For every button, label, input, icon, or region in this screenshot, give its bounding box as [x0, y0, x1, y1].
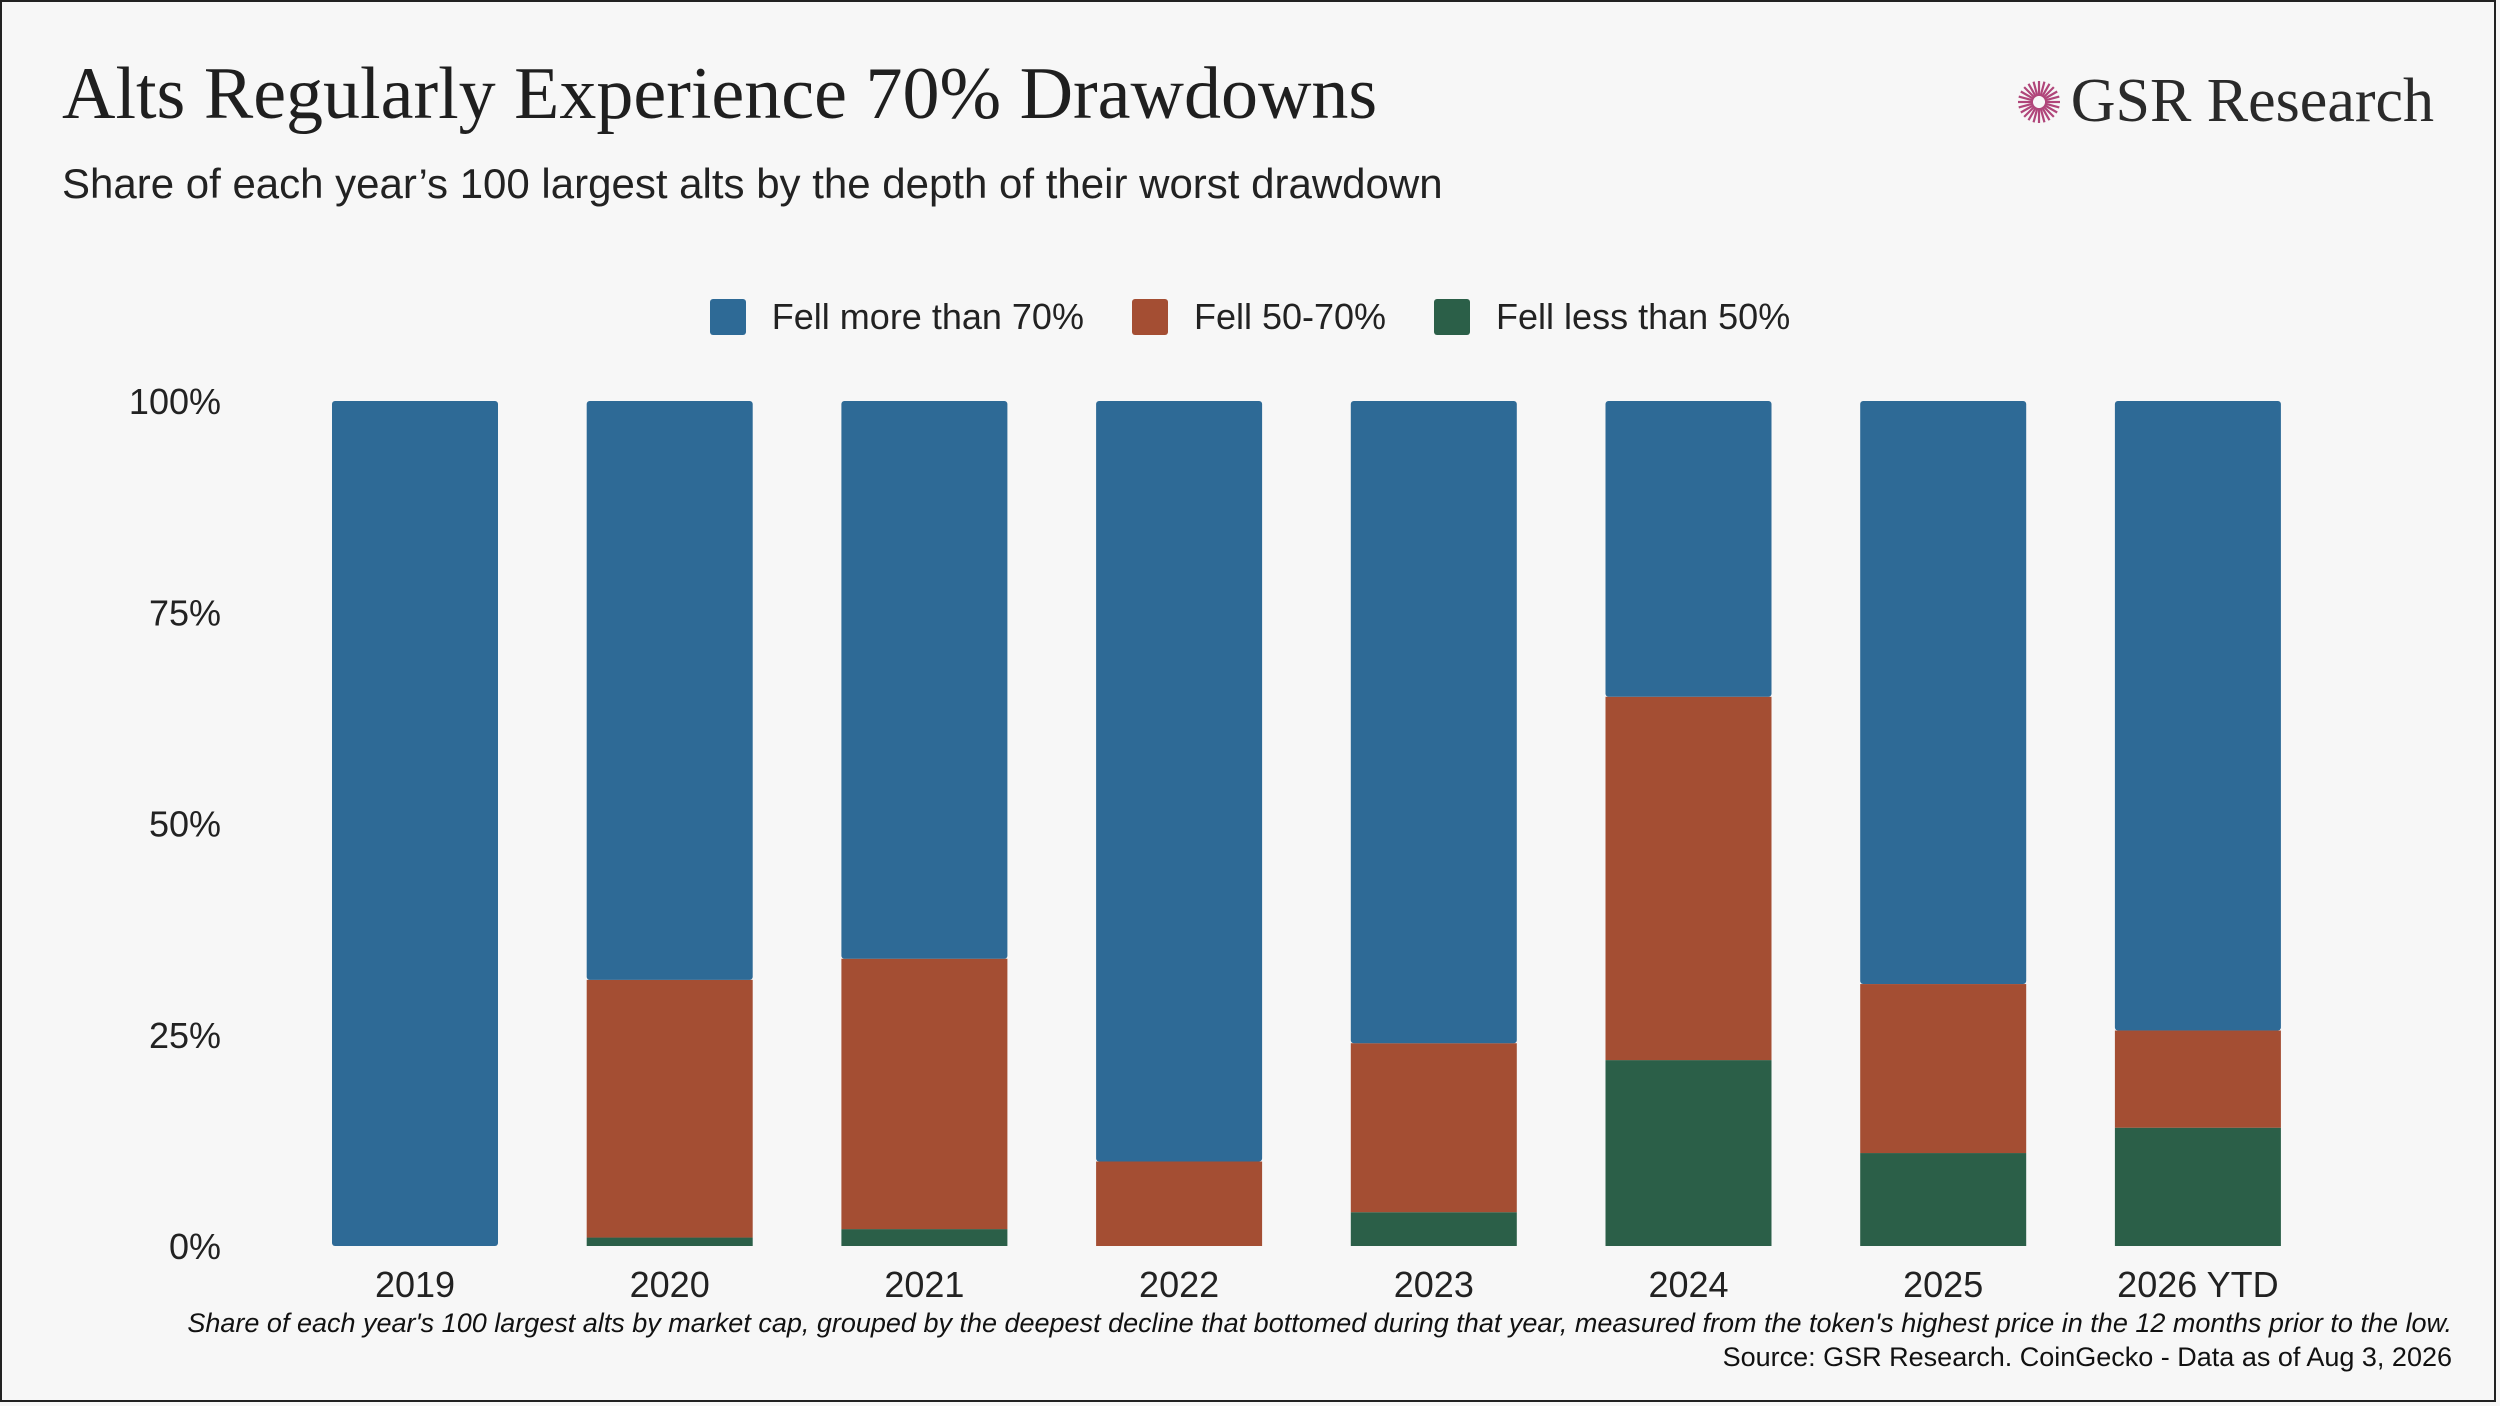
y-tick-label: 25% — [149, 1015, 221, 1056]
legend-label: Fell 50-70% — [1193, 296, 1387, 337]
y-tick-label: 0% — [169, 1226, 221, 1267]
bar-segment — [2114, 401, 2281, 1031]
starburst-ray — [2042, 104, 2055, 118]
legend-label: Fell less than 50% — [1496, 296, 1791, 337]
y-tick-label: 100% — [129, 381, 221, 422]
bar-segment — [1096, 401, 1263, 1162]
starburst-ray — [2027, 106, 2037, 121]
x-tick-label: 2026 YTD — [2117, 1264, 2278, 1305]
bar-segment — [1605, 1060, 1772, 1246]
bar-segment — [332, 401, 498, 1246]
bar-segment — [586, 1237, 753, 1246]
bar-segment — [586, 979, 753, 1238]
brand-logo: GSR Research — [2015, 66, 2434, 137]
bar-segment — [1860, 401, 2027, 985]
x-tick-label: 2019 — [375, 1264, 455, 1305]
bar-segment — [586, 401, 753, 980]
starburst-ray — [2018, 94, 2034, 102]
bar-segment — [2114, 1127, 2281, 1246]
x-tick-label: 2025 — [1903, 1264, 1983, 1305]
y-tick-label: 50% — [149, 804, 221, 845]
starburst-ray — [2042, 85, 2055, 99]
starburst-ray — [2023, 85, 2036, 99]
x-tick-label: 2020 — [630, 1264, 710, 1305]
starburst-ray — [2040, 82, 2051, 97]
bar-segment — [841, 401, 1008, 959]
bar-segment — [1860, 1153, 2027, 1246]
x-tick-label: 2023 — [1394, 1264, 1474, 1305]
chart-footnote: Share of each year's 100 largest alts by… — [187, 1308, 2452, 1338]
legend-item: Fell more than 70% — [709, 296, 1084, 338]
legend-swatch — [1131, 299, 1168, 335]
x-tick-label: 2021 — [884, 1264, 964, 1305]
legend-label: Fell more than 70% — [771, 296, 1084, 337]
starburst-icon — [2017, 80, 2060, 123]
starburst-ray — [2019, 90, 2035, 100]
bar-segment — [1350, 401, 1517, 1044]
starburst-ray — [2019, 103, 2035, 113]
starburst-ray — [2040, 106, 2051, 121]
starburst-ray — [2032, 80, 2039, 96]
bar-segment — [1350, 1212, 1517, 1246]
starburst-ray — [2039, 107, 2046, 123]
starburst-ray — [2044, 101, 2060, 109]
legend-item: Fell less than 50% — [1434, 296, 1790, 338]
bar-segment — [841, 1229, 1008, 1246]
starburst-ray — [2043, 90, 2058, 100]
legend: Fell more than 70% Fell 50-70% Fell less… — [0, 296, 2500, 338]
x-tick-label: 2022 — [1139, 1264, 1219, 1305]
starburst-ray — [2039, 80, 2046, 96]
legend-item: Fell 50-70% — [1131, 296, 1387, 338]
brand-name: GSR Research — [2070, 67, 2434, 135]
bar-segment — [2114, 1030, 2281, 1128]
bar-segment — [1605, 401, 1772, 697]
bar-segment — [1860, 984, 2027, 1154]
starburst-ray — [2023, 104, 2036, 118]
y-tick-label: 75% — [149, 592, 221, 633]
bar-segment — [1096, 1161, 1263, 1246]
bar-segment — [841, 958, 1008, 1230]
x-tick-label: 2024 — [1648, 1264, 1728, 1305]
stacked-bar-chart: 0% 25% 50% 75% 100% 2019 2020 2021 2022 2023 2024 2… — [129, 381, 2281, 1305]
legend-swatch — [709, 299, 746, 335]
starburst-ray — [2044, 94, 2060, 102]
chart-source: Source: GSR Research. CoinGecko - Data a… — [1722, 1342, 2452, 1372]
chart-title: Alts Regularly Experience 70% Drawdowns — [62, 53, 1378, 135]
starburst-ray — [2032, 107, 2039, 123]
chart-subtitle: Share of each year’s 100 largest alts by… — [62, 160, 1443, 207]
starburst-ray — [2027, 82, 2037, 97]
bar-segment — [1605, 696, 1772, 1061]
bar-segment — [1350, 1043, 1517, 1213]
starburst-ray — [2043, 103, 2058, 113]
legend-swatch — [1434, 299, 1471, 335]
starburst-ray — [2018, 101, 2034, 109]
